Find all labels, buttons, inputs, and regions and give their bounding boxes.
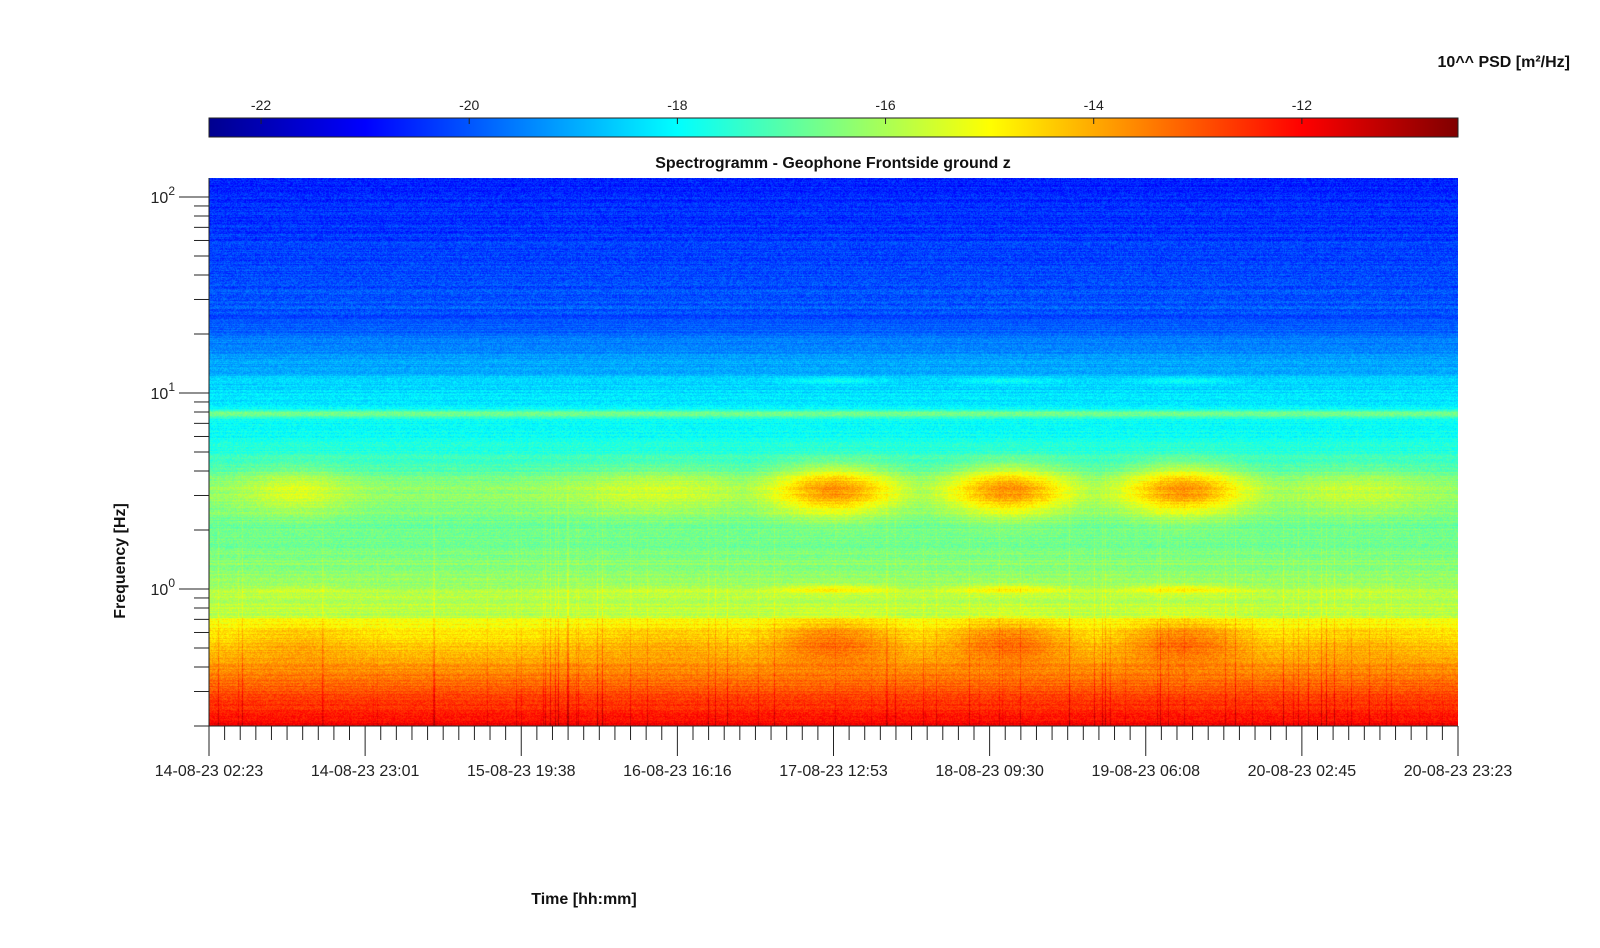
chart-title: Spectrogramm - Geophone Frontside ground… — [655, 155, 1011, 172]
x-axis-ticks: 14-08-23 02:23 14-08-23 23:01 15-08-23 19:… — [155, 726, 1513, 780]
spectrogram-heatmap — [209, 178, 1458, 726]
colorbar-tick-label: -12 — [1292, 97, 1312, 113]
x-tick-label: 15-08-23 19:38 — [467, 763, 576, 780]
colorbar: -22 -20 -18 -16 -14 -12 10^^ PSD [m²/Hz] — [208, 54, 1570, 138]
colorbar-tick-label: -16 — [875, 97, 895, 113]
colorbar-tick-label: -20 — [459, 97, 479, 113]
x-tick-label: 20-08-23 02:45 — [1248, 763, 1357, 780]
y-tick-label: 102 — [151, 184, 176, 207]
y-axis-ticks: 102 101 100 — [151, 184, 209, 727]
x-tick-label: 17-08-23 12:53 — [779, 763, 888, 780]
x-tick-label: 19-08-23 06:08 — [1091, 763, 1200, 780]
y-axis-label: Frequency [Hz] — [112, 503, 129, 619]
colorbar-tick-label: -18 — [667, 97, 687, 113]
colorbar-ticks: -22 -20 -18 -16 -14 -12 — [251, 97, 1312, 124]
plot-area — [208, 178, 1458, 727]
x-axis-label: Time [hh:mm] — [531, 891, 636, 908]
x-tick-label: 14-08-23 23:01 — [311, 763, 420, 780]
colorbar-label: 10^^ PSD [m²/Hz] — [1438, 54, 1570, 71]
y-tick-label: 100 — [151, 576, 176, 599]
x-tick-label: 14-08-23 02:23 — [155, 763, 264, 780]
colorbar-bar — [208, 117, 1459, 138]
y-tick-label: 101 — [151, 380, 176, 403]
x-tick-label: 20-08-23 23:23 — [1404, 763, 1513, 780]
x-tick-label: 16-08-23 16:16 — [623, 763, 732, 780]
x-tick-label: 18-08-23 09:30 — [935, 763, 1044, 780]
colorbar-tick-label: -22 — [251, 97, 271, 113]
colorbar-tick-label: -14 — [1084, 97, 1104, 113]
